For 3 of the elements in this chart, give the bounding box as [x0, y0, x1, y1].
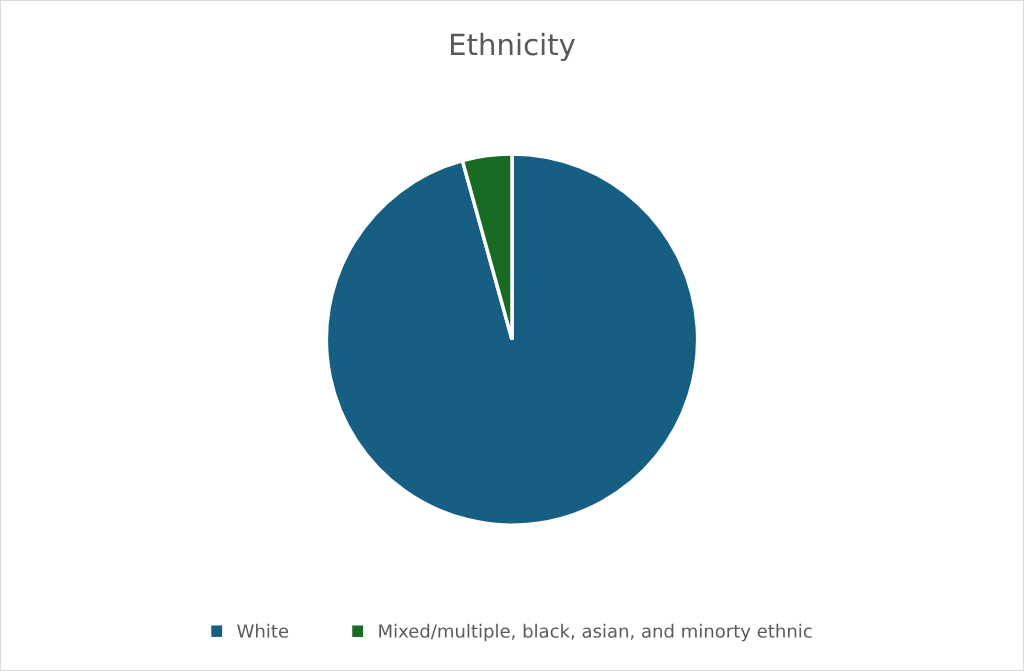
legend-label: White	[237, 623, 289, 638]
legend-label: Mixed/multiple, black, asian, and minorty ethnic	[379, 623, 812, 642]
chart-title: Ethnicity	[450, 32, 576, 62]
